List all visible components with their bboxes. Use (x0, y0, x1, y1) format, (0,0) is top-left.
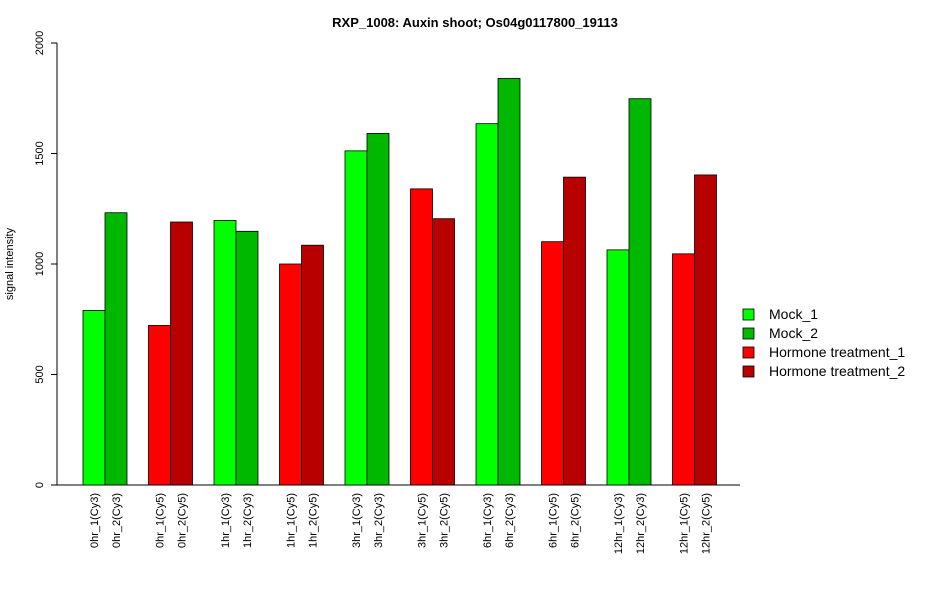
legend-label: Hormone treatment_2 (769, 363, 905, 379)
x-tick-label: 0hr_2(Cy3) (111, 493, 123, 548)
x-tick-label: 6hr_2(Cy3) (504, 493, 516, 548)
bar (432, 218, 455, 486)
bar (301, 244, 324, 486)
x-tick-label: 3hr_1(Cy5) (417, 493, 429, 548)
legend-swatch (742, 346, 755, 359)
x-tick-label: 6hr_1(Cy5) (548, 493, 560, 548)
x-tick-label: 6hr_1(Cy3) (482, 493, 494, 548)
x-tick-label: 0hr_2(Cy5) (177, 493, 189, 548)
legend-swatch (742, 327, 755, 340)
bar (628, 98, 652, 486)
bar (694, 174, 717, 486)
bar (344, 150, 368, 486)
bar (366, 132, 390, 486)
y-tick-label: 2000 (34, 31, 46, 55)
bar (410, 188, 433, 486)
y-tick-label: 500 (34, 365, 46, 383)
bars (82, 77, 717, 486)
y-tick-label: 1000 (34, 252, 46, 276)
x-tick-label: 12hr_2(Cy5) (701, 493, 713, 554)
x-tick-label: 1hr_1(Cy5) (286, 493, 298, 548)
y-tick-label: 1500 (34, 141, 46, 165)
y-tick-label: 0 (34, 482, 46, 488)
bar (497, 77, 521, 486)
bar (279, 263, 302, 486)
legend-label: Mock_1 (769, 306, 818, 322)
x-tick-label: 1hr_2(Cy5) (308, 493, 320, 548)
x-tick-label: 12hr_2(Cy3) (635, 493, 647, 554)
x-tick-label: 1hr_1(Cy3) (220, 493, 232, 548)
x-axis: 0hr_1(Cy3) 0hr_2(Cy3) 0hr_1(Cy5) 0hr_2(Cy5)… (57, 484, 740, 554)
legend-swatch (742, 365, 755, 378)
legend-label: Mock_2 (769, 325, 818, 341)
bar (563, 176, 586, 486)
x-tick-label: 0hr_1(Cy3) (89, 493, 101, 548)
x-tick-label: 6hr_2(Cy5) (570, 493, 582, 548)
bar (148, 325, 171, 486)
x-tick-label: 3hr_2(Cy3) (373, 493, 385, 548)
x-tick-label: 3hr_2(Cy5) (439, 493, 451, 548)
bar (170, 221, 193, 486)
bar (235, 230, 259, 486)
legend: Mock_1 Mock_2 Hormone treatment_1 Hormone t… (742, 306, 905, 379)
x-tick-label: 12hr_1(Cy3) (613, 493, 625, 554)
y-axis: 0 500 1000 1500 2000 (34, 31, 58, 488)
y-axis-label: signal intensity (4, 227, 16, 300)
legend-label: Hormone treatment_1 (769, 344, 905, 360)
x-tick-label: 1hr_2(Cy3) (242, 493, 254, 548)
bar (104, 212, 128, 486)
x-tick-label: 0hr_1(Cy5) (155, 493, 167, 548)
bar (82, 310, 106, 486)
bar (672, 253, 695, 486)
legend-swatch (742, 308, 755, 321)
bar (213, 220, 237, 486)
x-tick-label: 3hr_1(Cy3) (351, 493, 363, 548)
bar (541, 241, 564, 486)
x-tick-label: 12hr_1(Cy5) (679, 493, 691, 554)
bar (606, 249, 630, 486)
bar (475, 123, 499, 486)
chart-title: RXP_1008: Auxin shoot; Os04g0117800_1911… (332, 15, 618, 30)
